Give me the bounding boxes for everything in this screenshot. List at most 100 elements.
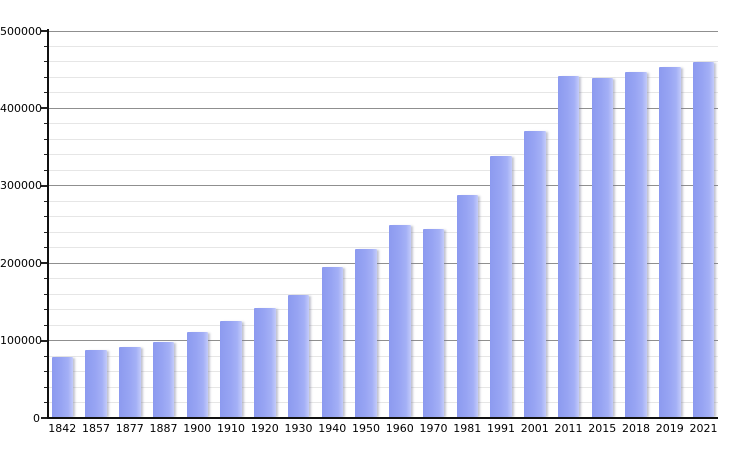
y-axis-major-tick (41, 339, 48, 342)
bar-1920 (254, 308, 276, 418)
x-axis-tick-label: 1857 (82, 421, 110, 435)
bar-2021 (692, 61, 715, 418)
y-axis-minor-tick (44, 61, 48, 63)
x-axis-tick-label: 1930 (284, 421, 313, 435)
bar-1950 (355, 248, 377, 418)
y-axis-tick-label: 400000 (0, 101, 42, 115)
gridline-major (48, 340, 718, 342)
gridline-minor (48, 386, 718, 388)
bar-1981 (456, 194, 478, 418)
y-axis-major-tick (41, 30, 48, 32)
x-axis-tick-label: 1887 (149, 421, 178, 435)
bar-1887 (152, 341, 175, 418)
x-axis-tick-label: 2001 (520, 421, 549, 435)
x-axis-tick-label: 1991 (487, 421, 515, 435)
gridline-minor (48, 247, 718, 249)
gridline-major (48, 30, 718, 32)
gridline-minor (48, 278, 718, 280)
y-axis-minor-tick (44, 123, 48, 125)
y-axis-minor-tick (44, 247, 48, 249)
gridline-major (48, 262, 718, 264)
gridline-major (48, 107, 718, 109)
bar-1970 (422, 229, 445, 418)
gridline-minor (48, 293, 718, 295)
y-axis-minor-tick (44, 293, 48, 295)
y-axis-minor-tick (44, 200, 48, 202)
x-axis-tick-label: 1970 (419, 421, 448, 435)
gridline-minor (48, 92, 718, 94)
gridline-major (48, 185, 718, 187)
gridline-minor (48, 138, 718, 140)
x-axis-tick-label: 1842 (48, 421, 77, 435)
gridline-minor (48, 371, 718, 373)
gridline-minor (48, 355, 718, 357)
y-axis-minor-tick (44, 92, 48, 94)
y-axis-line (47, 29, 49, 419)
gridline-minor (48, 76, 718, 78)
y-axis-minor-tick (44, 76, 48, 78)
gridline-minor (48, 61, 718, 63)
bar-1930 (287, 295, 310, 418)
gridline-minor (48, 45, 718, 47)
y-axis-minor-tick (44, 231, 48, 233)
y-axis-major-tick (41, 107, 48, 110)
bar-1940 (321, 266, 343, 418)
y-axis-minor-tick (44, 386, 48, 388)
y-axis-minor-tick (44, 402, 48, 404)
x-axis-tick-label: 2018 (622, 421, 650, 435)
gridline-minor (48, 231, 718, 233)
bar-2019 (659, 67, 681, 418)
gridline-minor (48, 324, 718, 326)
x-axis-tick-label: 1920 (250, 421, 279, 435)
gridline-minor (48, 309, 718, 311)
y-axis-tick-label: 100000 (0, 334, 42, 348)
y-axis-minor-tick (44, 45, 48, 47)
y-axis-minor-tick (44, 324, 48, 326)
y-axis-minor-tick (44, 371, 48, 373)
x-axis-tick-label: 1900 (183, 421, 212, 435)
x-axis-tick-label: 1877 (115, 421, 144, 435)
bar-2018 (625, 71, 647, 418)
gridline-minor (48, 200, 718, 202)
bar-1900 (186, 331, 208, 418)
gridline-minor (48, 402, 718, 404)
x-axis-tick-label: 2019 (655, 421, 684, 435)
x-axis-tick-label: 2021 (689, 421, 718, 435)
y-axis-minor-tick (44, 154, 48, 156)
y-axis-major-tick (41, 184, 48, 187)
gridline-minor (48, 123, 718, 125)
x-axis-tick-label: 1910 (217, 421, 245, 435)
x-axis-line (47, 417, 718, 419)
bar-2015 (591, 77, 613, 418)
y-axis-tick-label: 500000 (0, 24, 42, 38)
y-axis-major-tick (41, 417, 48, 419)
x-axis-tick-label: 1950 (352, 421, 380, 435)
bar-2011 (557, 76, 580, 418)
y-axis-tick-label: 200000 (0, 256, 42, 270)
bar-1960 (389, 224, 411, 418)
gridline-minor (48, 216, 718, 218)
bar-1991 (490, 156, 512, 418)
bar-1857 (85, 350, 107, 418)
gridline-minor (48, 154, 718, 156)
x-axis-tick-label: 1981 (453, 421, 482, 435)
y-axis-minor-tick (44, 309, 48, 311)
y-axis-minor-tick (44, 355, 48, 357)
y-axis-minor-tick (44, 216, 48, 218)
bar-1842 (51, 356, 73, 418)
y-axis-major-tick (41, 262, 48, 265)
x-axis-tick-label: 2015 (588, 421, 617, 435)
y-axis-minor-tick (44, 278, 48, 280)
y-axis-minor-tick (44, 169, 48, 171)
y-axis-tick-label: 0 (33, 411, 40, 425)
x-axis-tick-label: 1960 (385, 421, 414, 435)
y-axis-tick-label: 300000 (0, 179, 42, 193)
bar-1877 (119, 346, 141, 418)
bar-2001 (524, 131, 546, 418)
x-axis-tick-label: 1940 (318, 421, 347, 435)
x-axis-tick-label: 2011 (554, 421, 583, 435)
bar-1910 (220, 321, 242, 418)
gridline-minor (48, 169, 718, 171)
y-axis-minor-tick (44, 138, 48, 140)
